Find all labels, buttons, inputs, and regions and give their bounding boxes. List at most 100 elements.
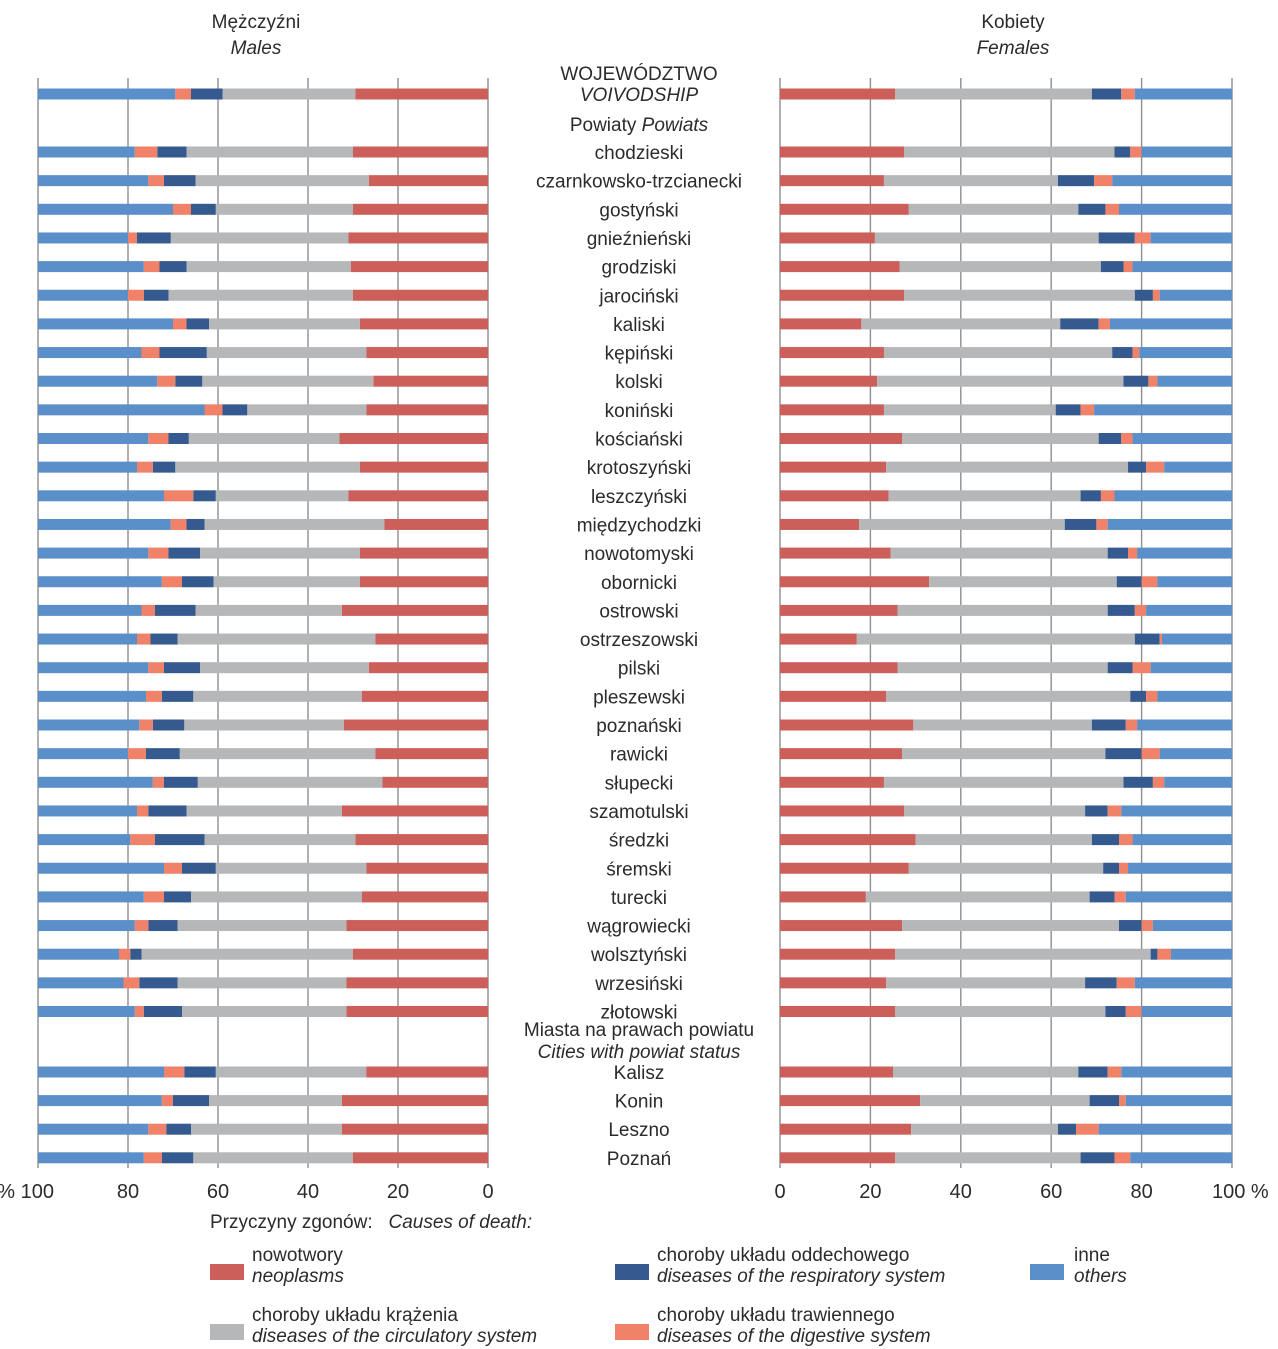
bar-female-inne: [1112, 175, 1232, 187]
bar-female-nowotwory: [780, 977, 887, 989]
bar-female-trawienne: [1107, 1066, 1122, 1078]
bar-male-nowotwory: [366, 862, 488, 874]
bar-male-trawienne: [143, 891, 164, 903]
bar-male-krazenia: [204, 834, 356, 846]
bar-male-trawienne: [161, 576, 182, 588]
legend-item-digestive: choroby układu trawiennego diseases of t…: [615, 1305, 995, 1349]
bar-female-nowotwory: [780, 862, 909, 874]
category-label: Kalisz: [614, 1063, 665, 1084]
powiats-header: Powiaty Powiats: [570, 115, 709, 136]
tick-label-females: 80: [1130, 1181, 1152, 1200]
bar-male-trawienne: [123, 977, 140, 989]
bar-male-krazenia: [186, 146, 353, 158]
bar-female-krazenia: [895, 1152, 1081, 1164]
bar-female-inne: [1152, 920, 1232, 932]
bar-female-inne: [1098, 1123, 1232, 1135]
bar-male-krazenia: [215, 862, 367, 874]
bar-female-krazenia: [886, 461, 1129, 473]
bar-male-inne: [38, 146, 135, 158]
bar-female-inne: [1134, 88, 1232, 100]
bar-female-oddechowe: [1107, 547, 1129, 559]
category-label: wrzesiński: [594, 974, 683, 995]
bar-male-trawienne: [134, 146, 158, 158]
bar-male-trawienne: [148, 175, 164, 187]
bar-female-oddechowe: [1100, 261, 1124, 273]
bar-female-krazenia: [902, 748, 1106, 760]
bar-female-nowotwory: [780, 490, 889, 502]
bar-female-nowotwory: [780, 404, 884, 416]
bar-male-krazenia: [179, 748, 376, 760]
bar-male-inne: [38, 433, 149, 444]
bar-female-oddechowe: [1060, 318, 1099, 330]
category-label: grodziski: [602, 258, 677, 279]
category-label: jarociński: [598, 286, 678, 307]
bar-male-trawienne: [170, 518, 187, 530]
bar-female-krazenia: [883, 776, 1124, 788]
bar-male-krazenia: [175, 461, 360, 473]
bar-female-trawienne: [1098, 318, 1110, 330]
bar-male-inne: [38, 175, 149, 187]
bar-female-trawienne: [1105, 203, 1119, 215]
bar-male-oddechowe: [173, 1095, 209, 1107]
bar-female-inne: [1109, 318, 1232, 330]
males-subtitle: Males: [231, 38, 282, 59]
tick-label-males: 20: [387, 1181, 409, 1200]
bar-female-nowotwory: [780, 1123, 912, 1135]
bar-male-krazenia: [215, 490, 349, 502]
bar-female-inne: [1150, 662, 1232, 674]
bar-male-krazenia: [195, 175, 369, 187]
bar-female-oddechowe: [1098, 433, 1122, 444]
bar-male-inne: [38, 1006, 135, 1017]
bar-male-krazenia: [170, 232, 349, 244]
category-label: rawicki: [610, 745, 668, 766]
bar-female-inne: [1141, 1006, 1232, 1017]
bar-female-krazenia: [893, 1066, 1079, 1078]
category-label: czarnkowsko-trzcianecki: [536, 172, 742, 193]
bar-female-inne: [1150, 232, 1232, 244]
legend-label-en: diseases of the respiratory system: [657, 1266, 946, 1287]
bar-male-oddechowe: [191, 203, 216, 215]
bar-female-nowotwory: [780, 662, 898, 674]
bar-male-oddechowe: [130, 948, 142, 960]
bar-male-krazenia: [191, 1123, 342, 1135]
bar-female-nowotwory: [780, 719, 914, 731]
bar-male-nowotwory: [348, 490, 488, 502]
bar-female-krazenia: [856, 633, 1135, 645]
bar-female-nowotwory: [780, 1152, 896, 1164]
bar-male-krazenia: [195, 604, 342, 616]
bar-male-nowotwory: [375, 748, 488, 760]
bar-male-nowotwory: [346, 1006, 488, 1017]
bar-female-krazenia: [886, 977, 1086, 989]
bar-male-oddechowe: [146, 748, 180, 760]
bar-male-nowotwory: [341, 805, 488, 817]
bar-male-nowotwory: [346, 920, 488, 932]
bar-female-oddechowe: [1134, 289, 1153, 301]
bar-female-krazenia: [897, 662, 1108, 674]
bar-female-krazenia: [899, 261, 1101, 273]
bar-female-nowotwory: [780, 375, 878, 387]
bar-female-nowotwory: [780, 1066, 893, 1078]
bar-female-nowotwory: [780, 920, 903, 932]
bar-male-trawienne: [204, 404, 223, 416]
bar-male-krazenia: [188, 433, 340, 444]
bar-male-oddechowe: [182, 576, 214, 588]
bar-male-trawienne: [164, 862, 182, 874]
bar-female-oddechowe: [1064, 518, 1097, 530]
bar-female-inne: [1107, 518, 1232, 530]
bar-male-nowotwory: [366, 347, 488, 359]
bar-male-inne: [38, 719, 140, 731]
bar-female-trawienne: [1121, 433, 1133, 444]
bar-female-oddechowe: [1078, 1066, 1108, 1078]
bar-male-trawienne: [143, 261, 160, 273]
bar-male-inne: [38, 776, 153, 788]
bar-female-inne: [1125, 891, 1232, 903]
bar-male-trawienne: [148, 547, 169, 559]
bar-female-oddechowe: [1055, 404, 1081, 416]
bar-male-oddechowe: [148, 920, 178, 932]
category-label: kaliski: [613, 315, 665, 336]
bar-female-krazenia: [904, 805, 1086, 817]
bar-male-trawienne: [141, 347, 160, 359]
bar-female-inne: [1130, 1152, 1232, 1164]
bar-male-inne: [38, 88, 176, 100]
category-label: turecki: [611, 888, 667, 909]
